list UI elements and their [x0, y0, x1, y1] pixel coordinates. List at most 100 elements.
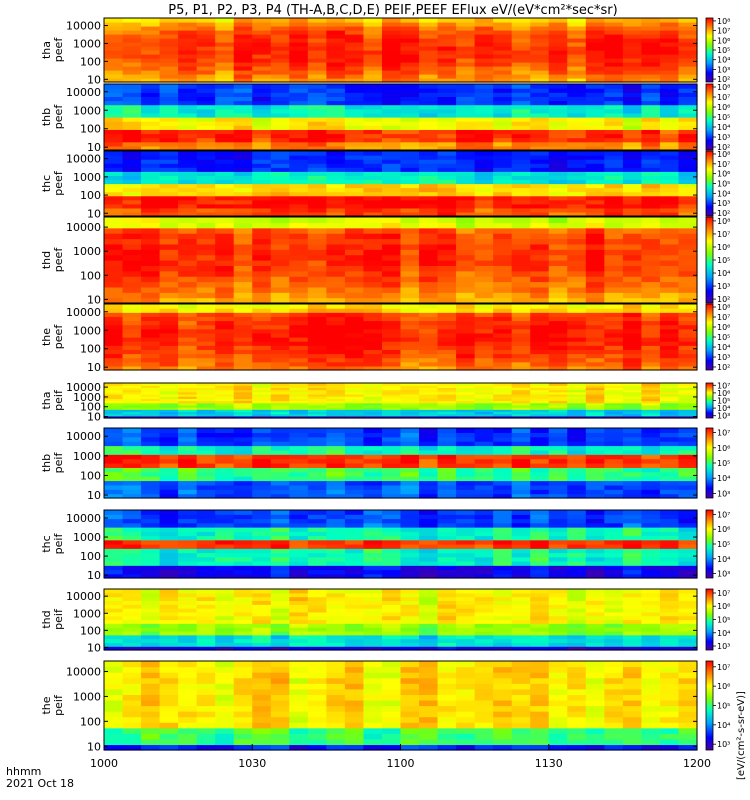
heatmap-cell — [104, 480, 124, 486]
heatmap-cell — [381, 573, 402, 579]
heatmap-cell — [122, 428, 142, 433]
y-tick-label: 1000 — [73, 607, 101, 620]
heatmap-cell — [122, 129, 142, 135]
heatmap-cell — [159, 677, 179, 684]
heatmap-cell — [344, 286, 365, 293]
heatmap-cell — [196, 286, 216, 293]
heatmap-cell — [178, 389, 198, 393]
heatmap-cell — [659, 357, 680, 363]
heatmap-cell — [215, 233, 235, 240]
heatmap-cell — [678, 393, 698, 397]
heatmap-cell — [159, 341, 179, 346]
heatmap-cell — [307, 167, 327, 172]
heatmap-cell — [233, 387, 253, 391]
heatmap-cell — [474, 332, 494, 338]
heatmap-cell — [622, 445, 643, 451]
heatmap-cell — [659, 211, 680, 217]
heatmap-cell — [641, 510, 661, 515]
heatmap-cell — [196, 58, 216, 63]
heatmap-cell — [307, 34, 327, 39]
heatmap-cell — [659, 611, 680, 617]
heatmap-cell — [159, 646, 179, 651]
heatmap-cell — [307, 187, 327, 193]
heatmap-cell — [252, 254, 272, 261]
heatmap-cell — [104, 389, 124, 393]
heatmap-cell — [141, 467, 161, 473]
heatmap-cell — [233, 133, 253, 139]
heatmap-cell — [363, 121, 383, 126]
heatmap-cell — [215, 694, 235, 701]
heatmap-cell — [326, 409, 346, 413]
heatmap-cell — [196, 619, 216, 624]
heatmap-cell — [530, 432, 550, 438]
heatmap-cell — [474, 304, 494, 309]
heatmap-cell — [659, 217, 680, 223]
heatmap-cell — [493, 539, 513, 545]
heatmap-cell — [307, 445, 327, 451]
heatmap-cell — [289, 527, 309, 532]
heatmap-cell — [511, 337, 531, 342]
heatmap-cell — [363, 544, 383, 549]
heatmap-cell — [419, 62, 439, 67]
heatmap-cell — [474, 623, 494, 628]
heatmap-cell — [548, 556, 568, 562]
heatmap-cell — [159, 30, 179, 35]
heatmap-cell — [307, 92, 327, 97]
heatmap-cell — [363, 117, 383, 122]
heatmap-cell — [548, 623, 568, 628]
heatmap-cell — [530, 493, 550, 499]
heatmap-cell — [604, 167, 624, 172]
heatmap-cell — [437, 592, 457, 598]
heatmap-cell — [511, 638, 531, 643]
heatmap-cell — [659, 436, 680, 442]
heatmap-cell — [678, 432, 698, 438]
heatmap-cell — [233, 716, 253, 723]
heatmap-cell — [548, 589, 568, 594]
heatmap-cell — [641, 121, 661, 126]
heatmap-cell — [104, 203, 124, 209]
heatmap-cell — [622, 415, 643, 419]
heatmap-cell — [215, 187, 235, 193]
heatmap-cell — [456, 341, 476, 346]
heatmap-cell — [493, 413, 513, 417]
heatmap-cell — [326, 480, 346, 486]
heatmap-cell — [159, 454, 179, 460]
heatmap-cell — [141, 320, 161, 326]
heatmap-cell — [344, 312, 365, 317]
heatmap-cell — [159, 445, 179, 451]
heatmap-cell — [326, 70, 346, 75]
heatmap-cell — [289, 510, 309, 515]
heatmap-cell — [196, 211, 216, 217]
heatmap-cell — [400, 619, 420, 624]
heatmap-cell — [178, 365, 198, 371]
heatmap-cell — [326, 84, 346, 89]
heatmap-cell — [270, 332, 290, 338]
heatmap-cell — [307, 600, 327, 605]
heatmap-cell — [252, 627, 272, 632]
heatmap-cell — [437, 276, 457, 283]
heatmap-cell — [548, 646, 568, 651]
heatmap-cell — [326, 642, 346, 647]
heatmap-cell — [585, 387, 605, 391]
heatmap-cell — [678, 458, 698, 464]
heatmap-cell — [233, 276, 253, 283]
heatmap-cell — [400, 18, 420, 23]
heatmap-cell — [252, 141, 272, 147]
heatmap-cell — [326, 332, 346, 338]
heatmap-cell — [289, 471, 309, 477]
heatmap-cell — [307, 304, 327, 309]
heatmap-cell — [196, 26, 216, 31]
heatmap-cell — [233, 92, 253, 97]
heatmap-cell — [196, 711, 216, 718]
heatmap-cell — [622, 137, 643, 143]
heatmap-cell — [122, 260, 142, 266]
heatmap-cell — [104, 688, 124, 695]
heatmap-cell — [196, 112, 216, 118]
heatmap-cell — [530, 222, 550, 229]
heatmap-cell — [122, 441, 142, 447]
heatmap-cell — [104, 108, 124, 114]
heatmap-cell — [122, 308, 142, 313]
heatmap-cell — [215, 661, 235, 668]
heatmap-cell — [437, 42, 457, 47]
heatmap-cell — [122, 324, 142, 330]
